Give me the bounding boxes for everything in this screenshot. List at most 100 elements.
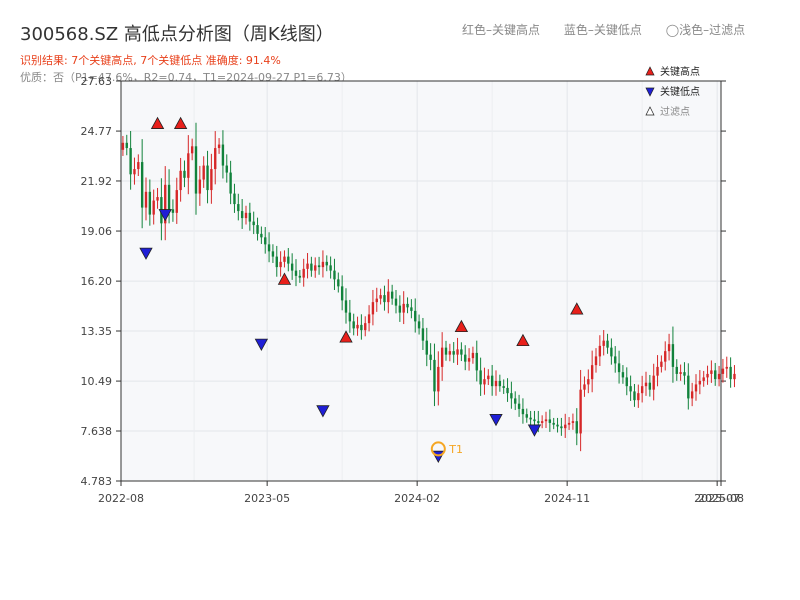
candle-body <box>344 300 348 313</box>
candle-body <box>394 298 398 306</box>
candle-body <box>194 146 198 194</box>
key-low-marker <box>139 247 153 260</box>
candle-body <box>244 212 248 219</box>
candle-body <box>367 314 371 324</box>
candle-body <box>694 384 698 392</box>
candle-body <box>525 414 528 418</box>
candle-body <box>683 372 686 376</box>
candle-body <box>490 375 494 387</box>
y-tick-label: 13.35 <box>81 325 113 338</box>
candle-body <box>225 165 228 173</box>
candle-body <box>156 197 159 201</box>
candle-body <box>648 382 652 390</box>
legend-label-filtered: 过滤点 <box>660 105 690 118</box>
x-tick-label: 2025-07 <box>694 492 740 505</box>
candle-body <box>637 393 640 401</box>
key-low-marker <box>158 209 172 222</box>
candle-body <box>364 323 367 331</box>
candle-body <box>440 347 444 367</box>
candle-body <box>548 419 552 423</box>
candle-body <box>475 352 478 371</box>
candle-body <box>579 389 582 434</box>
candle-body <box>687 375 690 399</box>
candle-body <box>560 426 563 429</box>
candle-body <box>348 312 352 322</box>
x-tick-label: 2024-02 <box>394 492 440 505</box>
candle-body <box>383 295 386 303</box>
candle-body <box>264 237 267 245</box>
candle-body <box>590 365 594 380</box>
candle-body <box>610 347 613 357</box>
candle-body <box>267 244 271 252</box>
candle-body <box>325 261 328 266</box>
candle-body <box>321 261 325 268</box>
candle-body <box>210 169 213 191</box>
candle-body <box>337 279 340 287</box>
candle-body <box>414 310 417 322</box>
candle-body <box>217 144 221 149</box>
top-legend: 红色–关键高点 蓝色–关键低点 ◯浅色–过滤点 <box>462 21 745 38</box>
candle-body <box>456 349 459 355</box>
candle-body <box>360 324 363 331</box>
candle-body <box>290 263 294 271</box>
candle-body <box>294 270 298 276</box>
candle-body <box>464 354 467 362</box>
candle-body <box>621 372 625 378</box>
candle-body <box>379 295 382 299</box>
candle-body <box>214 148 217 170</box>
candle-body <box>706 373 709 378</box>
candle-body <box>240 211 244 219</box>
x-tick-label: 2023-05 <box>244 492 290 505</box>
candle-body <box>140 162 144 208</box>
y-tick-label: 4.783 <box>81 475 113 488</box>
candle-body <box>467 358 471 362</box>
candle-body <box>179 170 182 191</box>
key-high-marker <box>277 272 292 285</box>
t1-marker <box>430 441 446 457</box>
candle-body <box>625 377 628 387</box>
candle-body <box>183 170 186 178</box>
y-tick-label: 7.638 <box>81 425 113 438</box>
candle-body <box>137 162 140 170</box>
candle-body <box>406 303 409 308</box>
y-tick-label: 19.06 <box>81 225 113 238</box>
candle-body <box>598 345 602 357</box>
candle-body <box>144 191 148 208</box>
candle-body <box>121 142 125 150</box>
candle-body <box>402 303 405 313</box>
candle-body <box>340 286 344 301</box>
candle-body <box>552 422 555 425</box>
candle-body <box>529 417 532 420</box>
candle-body <box>721 368 725 374</box>
candle-body <box>421 328 425 341</box>
candle-body <box>390 291 394 299</box>
candle-body <box>483 379 486 385</box>
candle-body <box>510 393 513 399</box>
candle-body <box>498 380 502 387</box>
candle-body <box>190 146 194 154</box>
key-high-marker <box>454 319 469 333</box>
y-tick-label: 10.49 <box>81 375 113 388</box>
key-high-marker <box>516 333 530 347</box>
candle-body <box>302 268 305 278</box>
candle-body <box>229 172 232 194</box>
top-legend-low: 蓝色–关键低点 <box>563 23 642 37</box>
candle-body <box>452 351 455 355</box>
top-legend-high: 红色–关键高点 <box>462 23 541 37</box>
key-low-marker <box>316 405 330 418</box>
candle-body <box>587 379 590 385</box>
candle-body <box>640 386 644 394</box>
candle-body <box>164 184 167 224</box>
candle-body <box>410 307 413 311</box>
candle-body <box>429 354 432 360</box>
candle-body <box>256 225 259 234</box>
candle-body <box>514 398 517 404</box>
candle-body <box>690 391 694 399</box>
candle-body <box>387 291 390 303</box>
candle-body <box>187 153 190 178</box>
candle-body <box>533 419 536 422</box>
candle-body <box>129 148 132 175</box>
candle-body <box>306 263 309 269</box>
key-points <box>139 116 584 464</box>
